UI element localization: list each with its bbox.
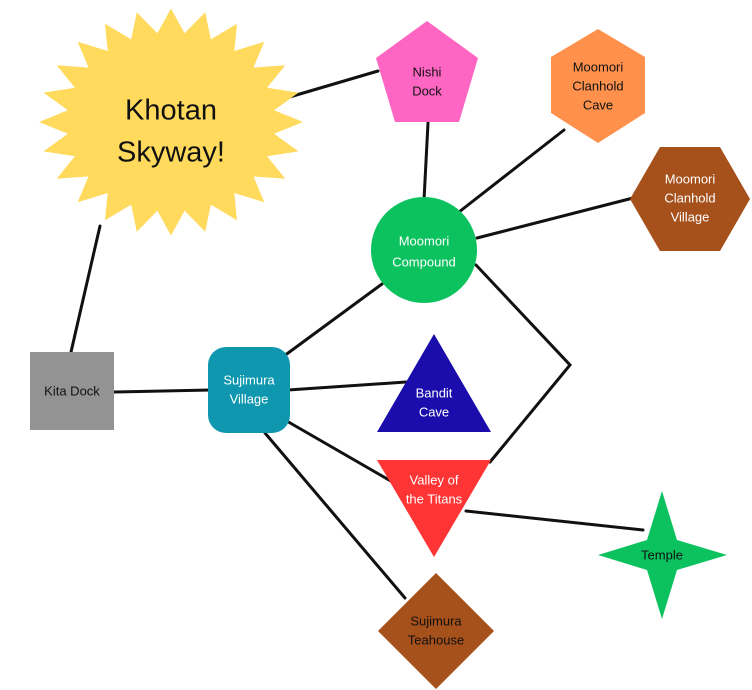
node-label: the Titans bbox=[406, 491, 463, 506]
edge-moomori-compound-valley-of-the-titans bbox=[474, 263, 572, 464]
node-nishi-dock: Nishi Dock bbox=[376, 21, 478, 122]
pentagon-shape bbox=[376, 21, 478, 122]
edge-sujimura-village-bandit-cave bbox=[286, 380, 408, 392]
edge-khotan-skyway-kita-dock bbox=[69, 224, 102, 354]
rounded-square-shape bbox=[208, 347, 290, 433]
node-label: Bandit bbox=[416, 385, 453, 400]
node-label: Khotan bbox=[125, 95, 217, 127]
node-bandit-cave: Bandit Cave bbox=[377, 334, 491, 432]
edge-sujimura-village-sujimura-teahouse bbox=[263, 431, 407, 600]
node-label: Moomori bbox=[399, 233, 450, 248]
node-label: Sujimura bbox=[223, 372, 275, 387]
inverted-triangle-shape bbox=[377, 460, 491, 557]
node-label: Moomori bbox=[573, 59, 624, 74]
edge-moomori-compound-clanhold-village bbox=[475, 196, 635, 240]
node-moomori-clanhold-village: Moomori Clanhold Village bbox=[630, 147, 750, 251]
node-temple: Temple bbox=[598, 491, 727, 619]
node-valley-of-the-titans: Valley of the Titans bbox=[377, 460, 491, 557]
node-label: Clanhold bbox=[572, 78, 623, 93]
node-label: Village bbox=[230, 391, 269, 406]
starburst-shape bbox=[39, 8, 303, 236]
node-label: Cave bbox=[583, 97, 613, 112]
node-label: Dock bbox=[412, 83, 442, 98]
node-label: Teahouse bbox=[408, 632, 464, 647]
node-label: Sujimura bbox=[410, 613, 462, 628]
node-sujimura-teahouse: Sujimura Teahouse bbox=[378, 573, 494, 689]
edge-sujimura-village-valley-of-the-titans bbox=[283, 418, 398, 486]
node-sujimura-village: Sujimura Village bbox=[208, 347, 290, 433]
edges bbox=[69, 69, 645, 600]
hexagon-shape bbox=[551, 29, 645, 143]
edge-moomori-compound-clanhold-cave bbox=[457, 128, 566, 214]
edge-moomori-compound-sujimura-village bbox=[282, 282, 384, 358]
square-shape bbox=[30, 352, 114, 430]
edge-valley-of-the-titans-temple bbox=[464, 509, 645, 532]
node-kita-dock: Kita Dock bbox=[30, 352, 114, 430]
node-khotan-skyway: Khotan Skyway! bbox=[39, 8, 303, 236]
circle-shape bbox=[371, 197, 477, 303]
node-moomori-compound: Moomori Compound bbox=[371, 197, 477, 303]
edge-kita-dock-sujimura-village bbox=[112, 388, 213, 394]
triangle-shape bbox=[377, 334, 491, 432]
hexagon-shape bbox=[630, 147, 750, 251]
diamond-shape bbox=[378, 573, 494, 689]
node-label: Moomori bbox=[665, 171, 716, 186]
edge-nishi-dock-moomori-compound bbox=[422, 121, 430, 202]
node-label: Clanhold bbox=[664, 190, 715, 205]
node-label: Cave bbox=[419, 404, 449, 419]
node-label: Skyway! bbox=[117, 137, 225, 169]
node-label: Kita Dock bbox=[44, 383, 100, 398]
node-moomori-clanhold-cave: Moomori Clanhold Cave bbox=[551, 29, 645, 143]
node-label: Village bbox=[671, 209, 710, 224]
four-point-star-shape bbox=[598, 491, 727, 619]
node-label: Nishi bbox=[413, 64, 442, 79]
node-label: Temple bbox=[641, 547, 683, 562]
node-label: Compound bbox=[392, 254, 456, 269]
node-label: Valley of bbox=[410, 472, 459, 487]
